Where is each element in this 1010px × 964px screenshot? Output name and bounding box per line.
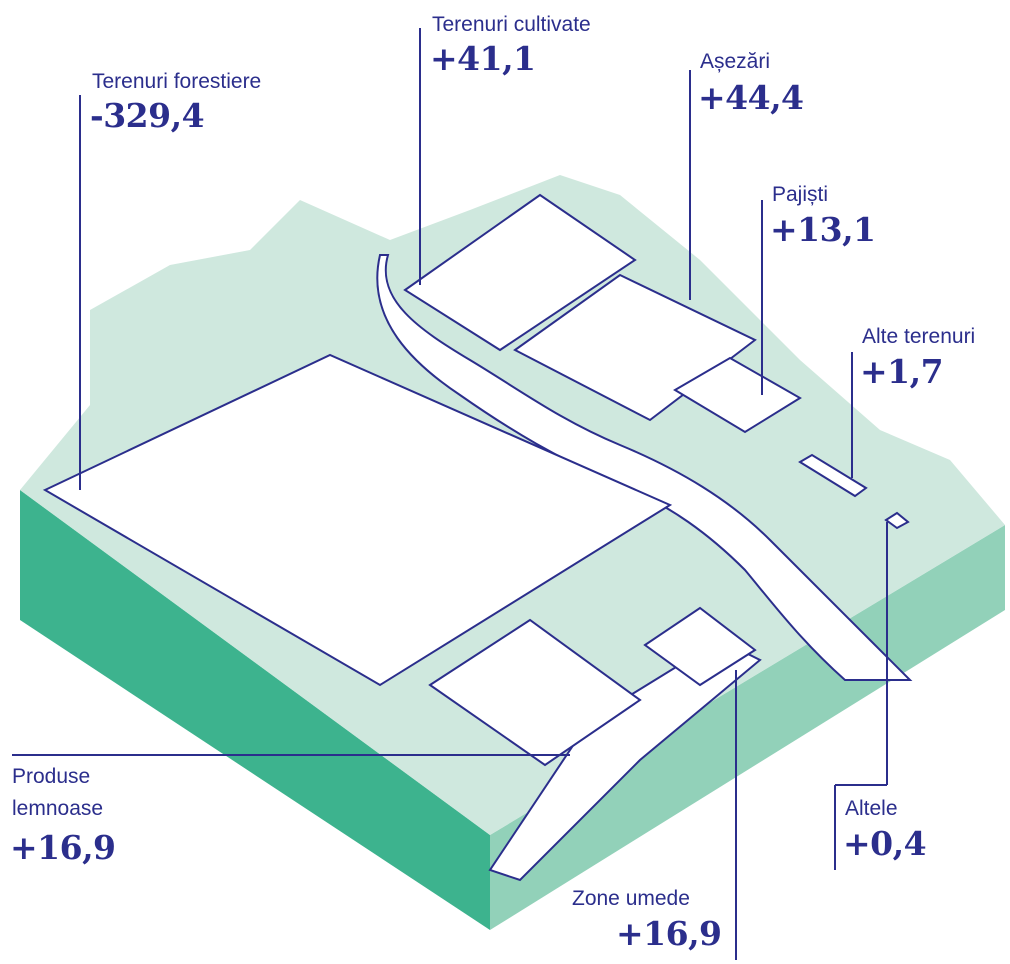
forest-value: -329,4 (90, 96, 205, 135)
wood-products-icon (428, 618, 642, 767)
grassland-icon (673, 356, 802, 434)
wetlands-value: +16,9 (616, 914, 722, 953)
cropland-icon (403, 193, 637, 352)
block-left-side (20, 490, 490, 930)
cropland-name: Terenuri cultivate (432, 13, 591, 36)
block-right-side (490, 525, 1005, 930)
other-name: Altele (845, 797, 898, 820)
grassland-name: Pajiști (772, 183, 829, 206)
settlements-value: +44,4 (698, 78, 804, 117)
leader-lines (12, 28, 888, 960)
river (376, 254, 913, 681)
wetlands-name: Zone umede (572, 887, 690, 910)
wood-products-value: +16,9 (10, 828, 116, 867)
other-land-value: +1,7 (860, 352, 944, 391)
wood-products-name-line1: Produse (12, 765, 91, 788)
other-icon (884, 511, 910, 530)
forest-name: Terenuri forestiere (92, 70, 262, 93)
grassland-value: +13,1 (770, 210, 876, 249)
other-land-icon (798, 453, 868, 498)
cropland-value: +41,1 (430, 39, 536, 78)
settlements-name: Așezări (700, 50, 771, 73)
other-value: +0,4 (843, 824, 927, 863)
wetland-icon (643, 606, 757, 687)
wood-products-name-line2: lemnoase (12, 797, 104, 820)
other-land-name: Alte terenuri (862, 325, 976, 348)
forest-icon (42, 353, 673, 687)
